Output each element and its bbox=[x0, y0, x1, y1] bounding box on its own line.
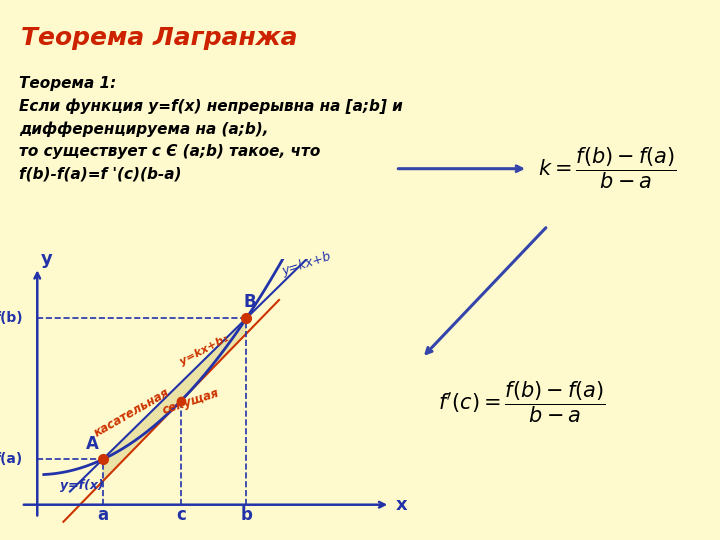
Text: A: A bbox=[86, 435, 99, 453]
Text: $k = \dfrac{f(b)-f(a)}{b-a}$: $k = \dfrac{f(b)-f(a)}{b-a}$ bbox=[538, 146, 677, 192]
Text: секущая: секущая bbox=[161, 387, 221, 417]
Text: y=kx+b: y=kx+b bbox=[280, 250, 333, 278]
Text: a: a bbox=[97, 506, 108, 524]
Text: b: b bbox=[240, 506, 252, 524]
Text: f(b): f(b) bbox=[0, 311, 23, 325]
Text: y: y bbox=[40, 249, 53, 267]
Text: B: B bbox=[243, 293, 256, 312]
Text: y=f(x): y=f(x) bbox=[60, 479, 104, 492]
Text: $f'(c) = \dfrac{f(b)-f(a)}{b-a}$: $f'(c) = \dfrac{f(b)-f(a)}{b-a}$ bbox=[438, 379, 606, 425]
Text: касательная: касательная bbox=[92, 386, 172, 439]
Text: Теорема Лагранжа: Теорема Лагранжа bbox=[21, 26, 297, 50]
Text: Теорема 1:
Если функция y=f(x) непрерывна на [a;b] и
дифференцируема на (a;b),
т: Теорема 1: Если функция y=f(x) непрерывн… bbox=[19, 76, 402, 181]
Text: x: x bbox=[395, 496, 407, 514]
Polygon shape bbox=[103, 318, 246, 482]
Text: y=kx+b₁: y=kx+b₁ bbox=[178, 334, 230, 367]
Text: c: c bbox=[176, 506, 186, 524]
Text: f(a): f(a) bbox=[0, 453, 23, 467]
